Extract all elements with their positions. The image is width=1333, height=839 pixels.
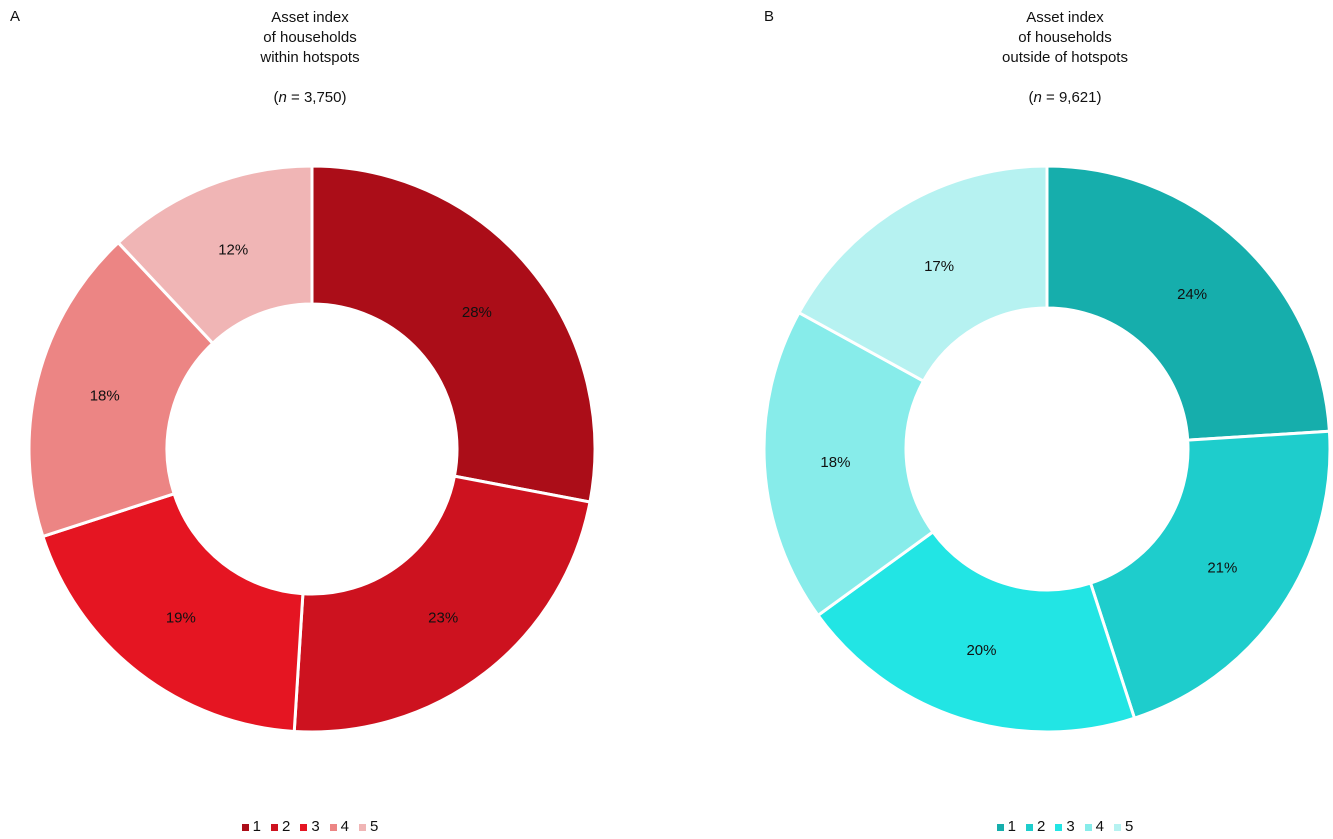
- legend-item-1: 1: [241, 818, 261, 835]
- legend-item-2: 2: [270, 818, 291, 835]
- slice-value-label: 20%: [966, 642, 996, 659]
- legend-label: 3: [1066, 818, 1075, 835]
- slice-value-label: 12%: [218, 242, 248, 259]
- slice-value-label: 18%: [90, 387, 120, 404]
- legend-swatch: [1055, 823, 1063, 831]
- slice-value-label: 24%: [1177, 286, 1207, 303]
- donut-slice-2: [292, 474, 592, 734]
- title-line: within hotspots: [260, 49, 360, 66]
- slice-value-label: 19%: [166, 610, 196, 627]
- sample-size-value: = 9,621): [1046, 89, 1102, 106]
- panel-label: B: [764, 8, 775, 25]
- legend-swatch: [241, 823, 249, 831]
- legend-item-4: 4: [329, 818, 350, 835]
- donut-slice-1: [1045, 164, 1332, 442]
- donut-chart: 28% 23% 19% 18% 12%: [27, 164, 597, 734]
- donut-slice-5: [116, 164, 314, 346]
- legend-label: 5: [370, 818, 379, 835]
- legend-swatch: [359, 823, 367, 831]
- chart-title: Asset index of households within hotspot…: [130, 8, 490, 108]
- sample-size: (n = 3,750): [273, 89, 347, 106]
- legend-label: 2: [1036, 818, 1046, 835]
- legend-label: 1: [1007, 818, 1016, 835]
- legend: 1 2 3 4 5: [915, 819, 1215, 835]
- legend-label: 3: [311, 818, 320, 835]
- chart-panel-a: A Asset index of households within hotsp…: [0, 0, 666, 839]
- legend-swatch: [1114, 823, 1122, 831]
- donut-slice-3: [40, 491, 305, 734]
- donut-chart: 24% 21% 20% 18% 17%: [762, 164, 1332, 734]
- slice-value-label: 21%: [1207, 560, 1237, 577]
- legend-swatch: [996, 823, 1004, 831]
- legend-swatch: [1084, 823, 1092, 831]
- sample-size-value: = 3,750): [291, 89, 347, 106]
- title-line: outside of hotspots: [1002, 49, 1128, 66]
- legend-swatch: [1025, 823, 1033, 831]
- slice-value-label: 17%: [924, 258, 954, 275]
- donut-slice-3: [815, 529, 1137, 734]
- legend-label: 1: [252, 818, 261, 835]
- legend-item-5: 5: [359, 819, 378, 835]
- legend-label: 2: [281, 818, 291, 835]
- legend-swatch: [300, 823, 308, 831]
- slice-value-label: 23%: [428, 610, 458, 627]
- title-line: Asset index: [1026, 9, 1104, 26]
- legend-swatch: [270, 823, 278, 831]
- sample-size: (n = 9,621): [1028, 89, 1102, 106]
- slice-value-label: 28%: [462, 304, 492, 321]
- donut-slice-5: [796, 164, 1049, 384]
- donut-slice-1: [310, 164, 597, 504]
- legend-item-2: 2: [1025, 818, 1046, 835]
- legend: 1 2 3 4 5: [160, 819, 460, 835]
- donut-slice-2: [1088, 429, 1332, 721]
- title-line: Asset index: [271, 9, 349, 26]
- legend-item-4: 4: [1084, 818, 1105, 835]
- legend-label: 4: [340, 818, 350, 835]
- legend-item-3: 3: [1055, 818, 1075, 835]
- sample-size-variable: n: [278, 89, 287, 106]
- chart-panel-b: B Asset index of households outside of h…: [735, 0, 1333, 839]
- slice-value-label: 18%: [820, 454, 850, 471]
- sample-size-variable: n: [1033, 89, 1042, 106]
- legend-label: 5: [1125, 818, 1134, 835]
- legend-label: 4: [1095, 818, 1105, 835]
- legend-item-5: 5: [1114, 819, 1133, 835]
- legend-item-1: 1: [996, 818, 1016, 835]
- legend-item-3: 3: [300, 818, 320, 835]
- chart-title: Asset index of households outside of hot…: [885, 8, 1245, 108]
- title-line: of households: [1018, 29, 1112, 46]
- title-line: of households: [263, 29, 357, 46]
- donut-slice-4: [762, 310, 936, 618]
- legend-swatch: [329, 823, 337, 831]
- donut-slice-4: [27, 240, 215, 539]
- panel-label: A: [10, 8, 21, 25]
